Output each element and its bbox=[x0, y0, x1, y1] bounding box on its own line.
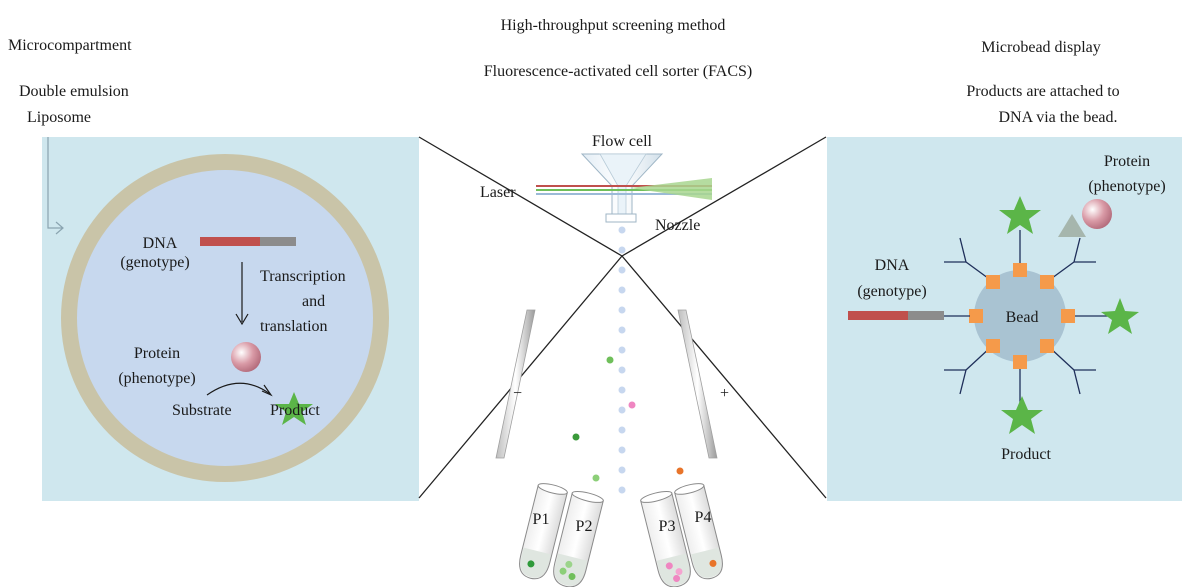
left-protein-sphere bbox=[231, 342, 261, 372]
droplet-orange bbox=[676, 467, 684, 475]
center-title: High-throughput screening method bbox=[501, 17, 726, 34]
left-dna-bar-gray bbox=[260, 237, 296, 246]
left-dna-label: DNA bbox=[143, 235, 178, 252]
droplet-green bbox=[606, 356, 614, 364]
bead-label: Bead bbox=[1006, 309, 1039, 326]
laser-beams bbox=[536, 178, 712, 200]
transcription-label-3: translation bbox=[260, 318, 328, 335]
tube-p1 bbox=[519, 483, 568, 580]
droplet bbox=[618, 446, 626, 454]
left-heading: Microcompartment bbox=[8, 37, 132, 54]
right-product-label: Product bbox=[1001, 446, 1051, 463]
reaction-arrowhead bbox=[261, 384, 273, 397]
transcription-arrow bbox=[235, 262, 249, 326]
reaction-arrow bbox=[206, 382, 271, 396]
droplet bbox=[618, 466, 626, 474]
liposome-arrow bbox=[47, 137, 64, 235]
tube-label-p2: P2 bbox=[576, 518, 593, 535]
transcription-label-1: Transcription bbox=[260, 268, 346, 285]
bead-product-star-bottom bbox=[1001, 396, 1043, 434]
droplet bbox=[618, 246, 626, 254]
right-dna-label: DNA bbox=[875, 257, 910, 274]
tube-p3 bbox=[640, 490, 691, 587]
left-protein-label: Protein bbox=[134, 345, 180, 362]
electrode-positive bbox=[677, 309, 718, 459]
droplet bbox=[618, 346, 626, 354]
right-dna-bar-red bbox=[848, 311, 908, 320]
droplet-pink bbox=[628, 401, 636, 409]
right-protein-sublabel: (phenotype) bbox=[1088, 178, 1165, 195]
droplet bbox=[618, 406, 626, 414]
droplet bbox=[618, 366, 626, 374]
left-product-star bbox=[275, 392, 313, 425]
left-protein-sublabel: (phenotype) bbox=[118, 370, 195, 387]
bead-product-star-top bbox=[999, 196, 1041, 234]
electrode-minus-label: − bbox=[513, 385, 522, 402]
droplet bbox=[618, 386, 626, 394]
tube-label-p1: P1 bbox=[533, 511, 550, 528]
left-dna-sublabel: (genotype) bbox=[120, 254, 189, 271]
cross-line-upper-left bbox=[418, 136, 623, 257]
right-description-2: DNA via the bead. bbox=[998, 109, 1117, 126]
droplet bbox=[618, 426, 626, 434]
droplet bbox=[618, 266, 626, 274]
droplet bbox=[618, 306, 626, 314]
cross-line-lower-right bbox=[621, 255, 827, 499]
left-dna-bar-red bbox=[200, 237, 260, 246]
laser-label: Laser bbox=[480, 184, 516, 201]
right-dna-sublabel: (genotype) bbox=[857, 283, 926, 300]
droplet bbox=[618, 286, 626, 294]
tube-p4 bbox=[674, 483, 723, 580]
left-type-double-emulsion: Double emulsion bbox=[19, 83, 129, 100]
droplet-stream bbox=[572, 226, 684, 494]
tube-p2 bbox=[553, 490, 604, 587]
flow-cell-label: Flow cell bbox=[592, 133, 653, 150]
left-product-label: Product bbox=[270, 402, 320, 419]
right-protein-sphere bbox=[1082, 199, 1112, 229]
right-protein-triangle bbox=[1058, 214, 1086, 237]
droplet bbox=[618, 486, 626, 494]
cross-line-upper-right bbox=[621, 136, 827, 257]
droplet bbox=[618, 326, 626, 334]
electrode-plus-label: + bbox=[720, 385, 729, 402]
right-dna-bar-gray bbox=[908, 311, 944, 320]
flow-cell bbox=[580, 153, 664, 223]
electrode-negative bbox=[495, 309, 536, 459]
center-subtitle: Fluorescence-activated cell sorter (FACS… bbox=[484, 63, 753, 80]
liposome-inner bbox=[77, 170, 373, 466]
right-description-1: Products are attached to bbox=[966, 83, 1119, 100]
nozzle-label: Nozzle bbox=[655, 217, 700, 234]
tube-label-p3: P3 bbox=[659, 518, 676, 535]
right-protein-label: Protein bbox=[1104, 153, 1150, 170]
droplet-green bbox=[592, 474, 600, 482]
substrate-label: Substrate bbox=[172, 402, 232, 419]
right-heading: Microbead display bbox=[981, 39, 1101, 56]
droplet-green bbox=[572, 433, 580, 441]
attachment-points bbox=[969, 263, 1075, 369]
bead-product-star-right bbox=[1101, 298, 1139, 334]
transcription-label-2: and bbox=[302, 293, 325, 310]
left-type-liposome: Liposome bbox=[27, 109, 91, 126]
droplet bbox=[618, 226, 626, 234]
tube-label-p4: P4 bbox=[695, 509, 712, 526]
